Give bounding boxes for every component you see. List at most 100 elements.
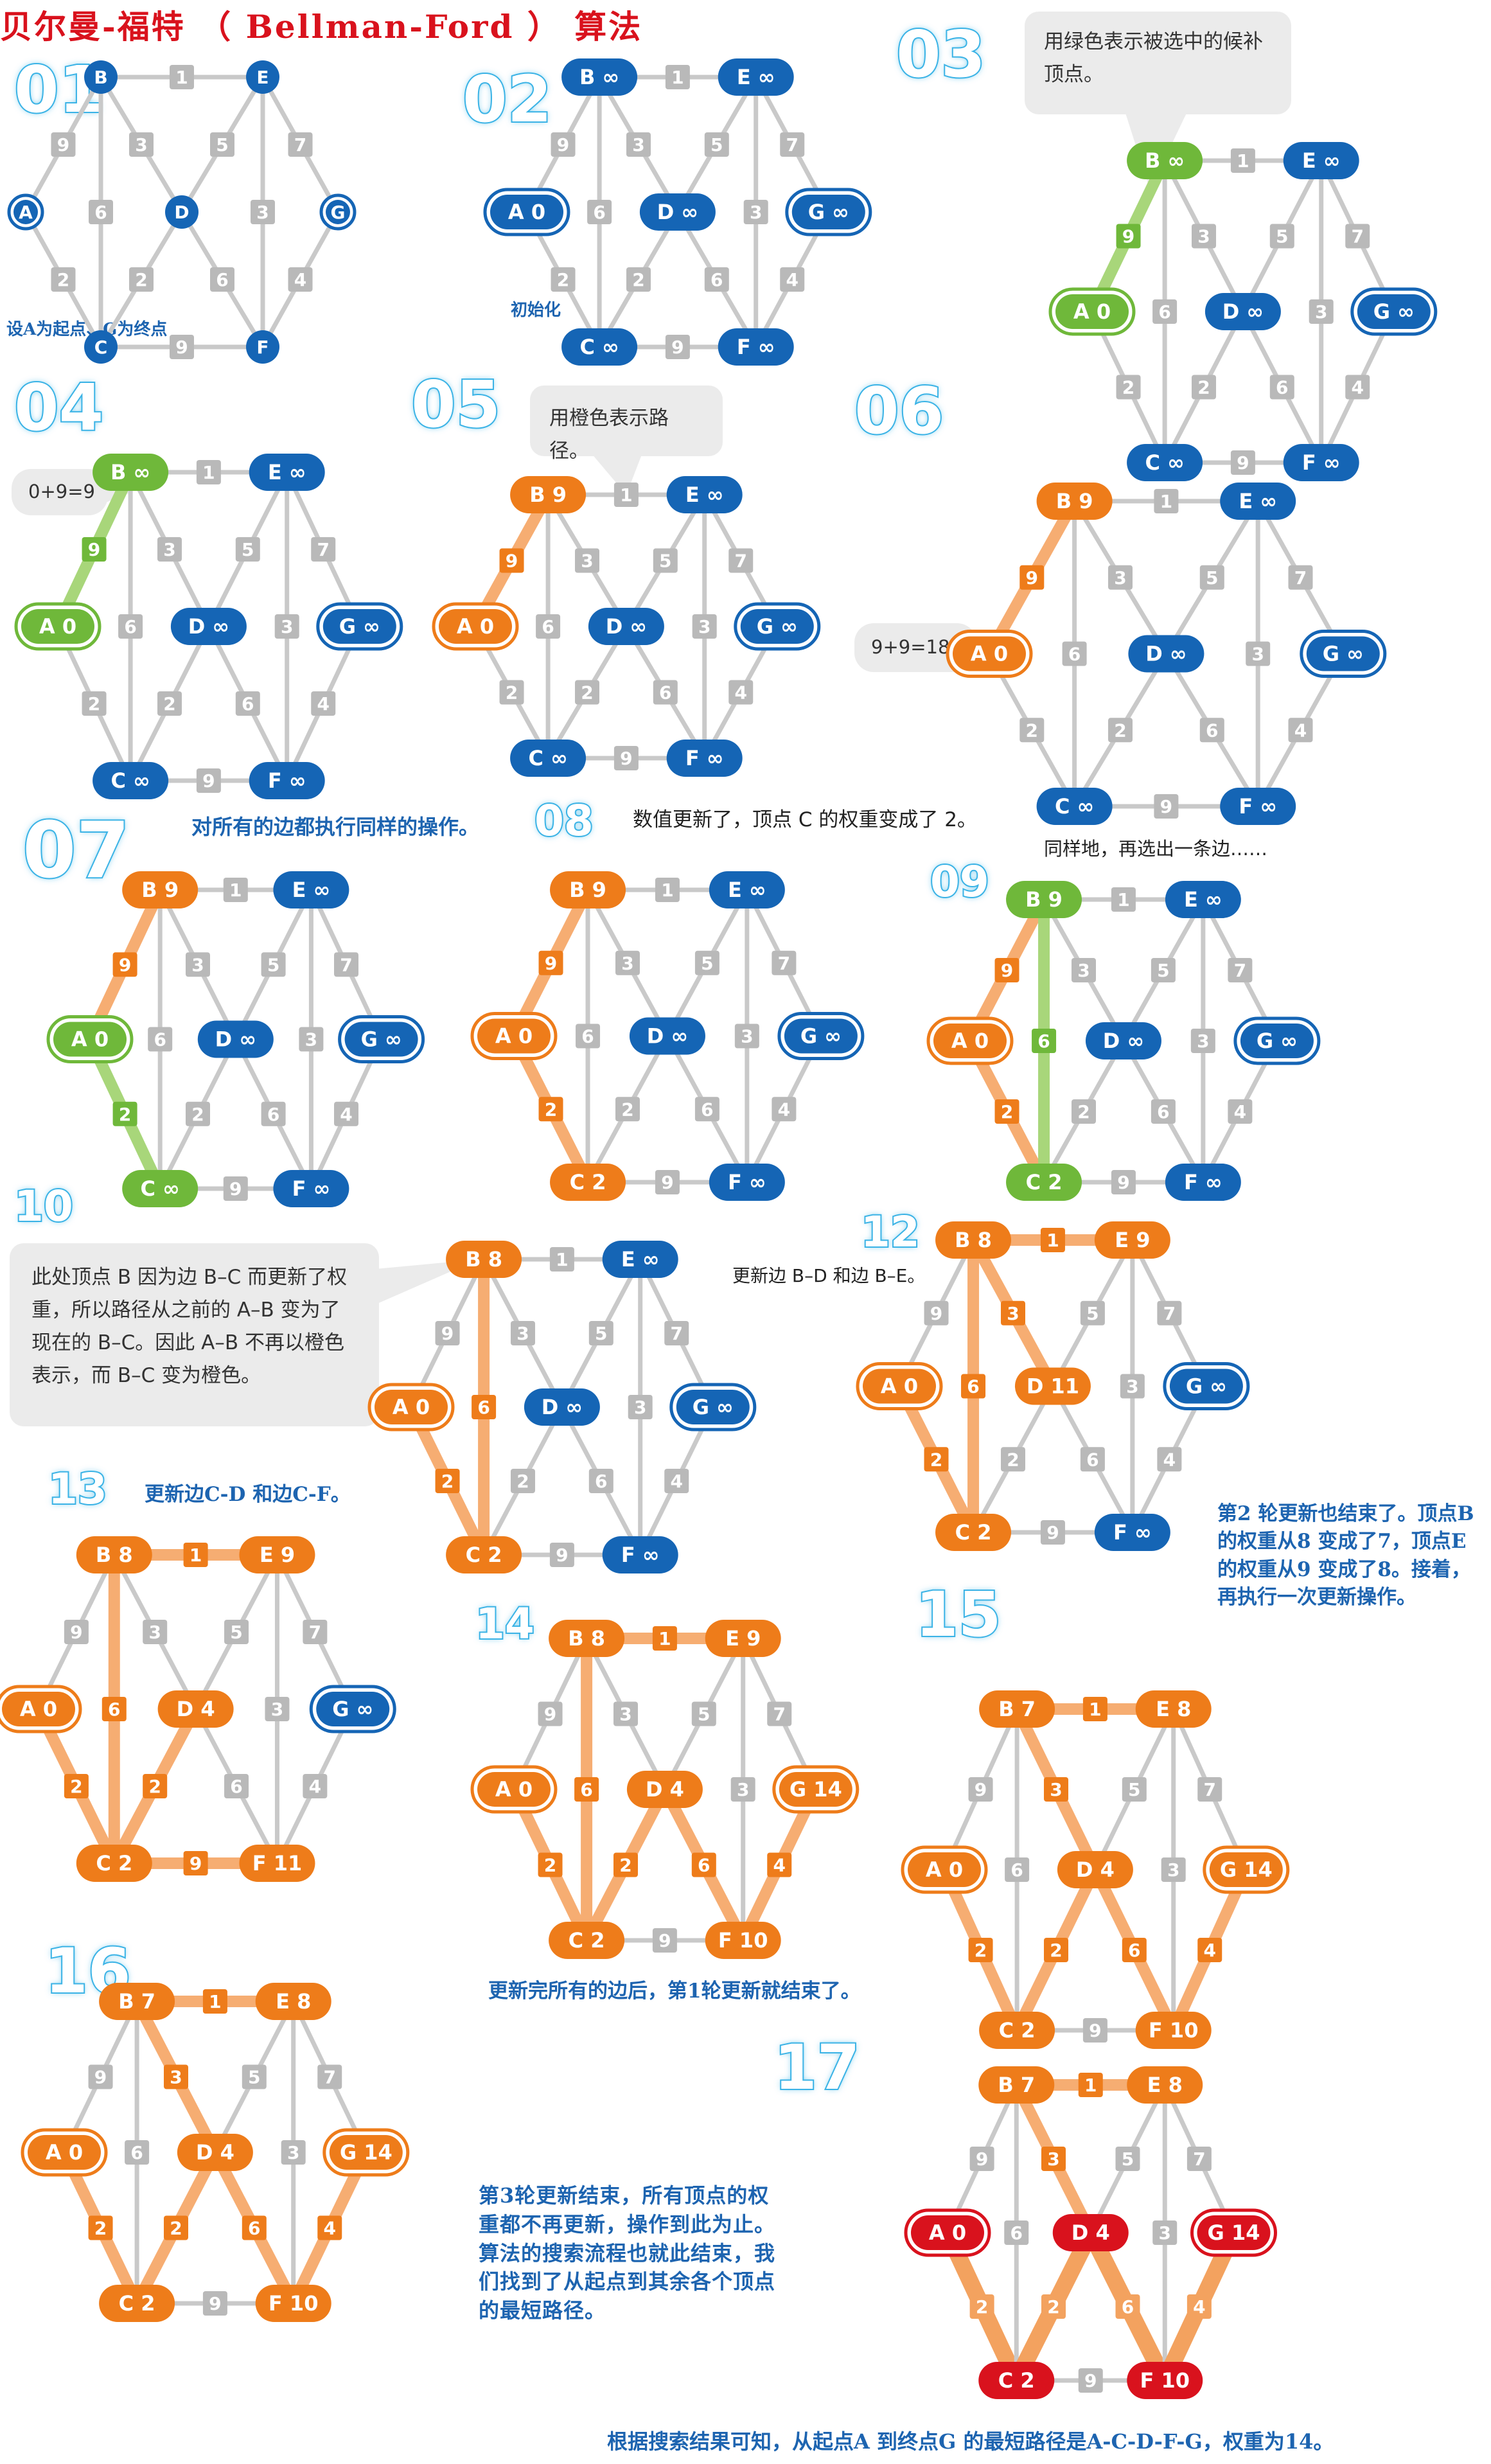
svg-text:2: 2	[88, 693, 100, 714]
svg-text:E 8: E 8	[276, 1989, 311, 2014]
edge-weight-EF-01: 3	[251, 200, 275, 224]
svg-text:2: 2	[621, 1099, 633, 1120]
node-D-07: D ∞	[197, 1020, 274, 1058]
svg-text:3: 3	[148, 1622, 161, 1643]
edge-weight-DF-03: 6	[1269, 375, 1294, 400]
svg-text:2: 2	[557, 269, 569, 290]
svg-text:5: 5	[701, 953, 713, 974]
svg-text:3: 3	[632, 134, 644, 155]
node-E-01: E	[246, 60, 279, 94]
node-E-03: E ∞	[1283, 142, 1359, 179]
svg-text:3: 3	[1197, 1031, 1209, 1052]
svg-text:3: 3	[1007, 1303, 1019, 1324]
edge-weight-AC-05: 2	[499, 680, 524, 705]
edge-weight-CF-17: 9	[1078, 2368, 1103, 2393]
edge-weight-BC-07: 6	[148, 1027, 173, 1052]
svg-text:6: 6	[267, 1104, 279, 1125]
svg-text:D 4: D 4	[1072, 2220, 1110, 2245]
svg-text:C 2: C 2	[96, 1851, 132, 1875]
graph-step-10: 9 2 6 3 1 2 9 5 6 3 7 4 A 0 B 8 C 2 D ∞ E ∞ F ∞ G ∞	[367, 1241, 757, 1573]
svg-text:2: 2	[148, 1776, 161, 1797]
svg-text:G ∞: G ∞	[757, 614, 798, 639]
svg-text:1: 1	[209, 1991, 221, 2012]
node-D-02: D ∞	[639, 193, 716, 231]
edge-weight-DF-10: 6	[588, 1469, 613, 1493]
svg-text:2: 2	[544, 1855, 556, 1876]
svg-text:F ∞: F ∞	[1113, 1520, 1152, 1545]
edge-weight-DF-09: 6	[1151, 1099, 1176, 1124]
edge-weight-DE-07: 5	[261, 952, 286, 977]
node-E-06: E ∞	[1220, 483, 1296, 520]
node-D-12: D 11	[1014, 1367, 1091, 1405]
svg-text:D ∞: D ∞	[542, 1395, 583, 1419]
edge-weight-AC-15: 2	[968, 1938, 993, 1962]
edge-weight-CF-04: 9	[196, 768, 221, 793]
edge-weight-FG-06: 4	[1288, 718, 1313, 743]
edge-weight-BC-13: 6	[101, 1697, 127, 1721]
svg-text:C ∞: C ∞	[1145, 450, 1184, 475]
node-G-01: G	[319, 193, 357, 231]
svg-text:B 9: B 9	[1025, 887, 1063, 912]
svg-text:2: 2	[1122, 377, 1134, 398]
node-B-05: B 9	[510, 476, 587, 513]
svg-text:9: 9	[1160, 796, 1172, 817]
step-number-09: 09	[929, 857, 991, 907]
edge-weight-AB-10: 9	[435, 1321, 460, 1345]
svg-text:9: 9	[190, 1853, 202, 1874]
svg-text:E 9: E 9	[725, 1626, 761, 1651]
node-B-03: B ∞	[1127, 142, 1203, 179]
svg-text:2: 2	[1047, 2296, 1059, 2318]
node-F-06: F ∞	[1220, 788, 1296, 825]
graph-step-15: 9 2 6 3 1 2 9 5 6 3 7 4 A 0 B 7 C 2 D 4 E 8 F 10 G 14	[901, 1690, 1290, 2049]
svg-text:3: 3	[1047, 2149, 1059, 2170]
edge-weight-EF-16: 3	[281, 2140, 306, 2165]
edge-weight-DF-01: 6	[210, 267, 234, 292]
svg-text:G ∞: G ∞	[1373, 299, 1415, 324]
edge-weight-BE-06: 1	[1154, 489, 1179, 513]
svg-text:A: A	[19, 202, 33, 223]
svg-text:A 0: A 0	[393, 1395, 430, 1419]
node-E-14: E 9	[705, 1620, 781, 1657]
svg-text:9: 9	[930, 1303, 942, 1324]
svg-text:3: 3	[1077, 960, 1090, 981]
svg-text:9: 9	[1001, 960, 1013, 981]
svg-text:A 0: A 0	[39, 614, 76, 639]
svg-text:7: 7	[1352, 226, 1364, 247]
svg-text:E 9: E 9	[260, 1543, 295, 1567]
edge-weight-CD-04: 2	[157, 691, 182, 716]
edge-weight-CF-03: 9	[1230, 450, 1255, 475]
svg-text:B: B	[94, 67, 107, 88]
edge-weight-CD-06: 2	[1108, 718, 1133, 743]
node-A-01: A	[7, 193, 44, 231]
node-D-08: D ∞	[629, 1017, 705, 1055]
svg-text:D 4: D 4	[196, 2140, 234, 2165]
edge-weight-BC-08: 6	[576, 1024, 601, 1049]
edge-weight-FG-02: 4	[780, 267, 805, 292]
svg-text:5: 5	[1157, 960, 1169, 981]
edge-weight-FG-05: 4	[728, 680, 754, 705]
svg-text:5: 5	[1128, 1779, 1140, 1800]
svg-text:6: 6	[967, 1376, 979, 1397]
node-D-15: D 4	[1057, 1851, 1133, 1888]
svg-text:6: 6	[580, 1779, 592, 1800]
svg-text:9: 9	[441, 1323, 454, 1344]
edge-weight-BC-14: 6	[574, 1777, 599, 1802]
edge-weight-CF-10: 9	[549, 1543, 574, 1567]
svg-text:9: 9	[671, 337, 684, 358]
node-A-02: A 0	[483, 188, 570, 236]
edge-weight-AC-07: 2	[112, 1101, 137, 1126]
svg-text:6: 6	[1128, 1940, 1140, 1961]
svg-text:6: 6	[698, 1855, 710, 1876]
svg-text:3: 3	[581, 551, 593, 572]
svg-text:7: 7	[324, 2067, 336, 2088]
svg-text:4: 4	[1204, 1940, 1216, 1961]
edge-weight-BD-04: 3	[157, 537, 182, 562]
edge-weight-DE-04: 5	[235, 537, 260, 562]
svg-text:4: 4	[778, 1099, 790, 1120]
edge-weight-EF-07: 3	[299, 1027, 324, 1052]
edge-weight-EG-10: 7	[664, 1321, 689, 1345]
edge-weight-BE-12: 1	[1040, 1228, 1065, 1252]
edge-weight-EF-17: 3	[1152, 2220, 1178, 2245]
svg-text:6: 6	[216, 269, 228, 290]
svg-text:9: 9	[557, 134, 569, 155]
